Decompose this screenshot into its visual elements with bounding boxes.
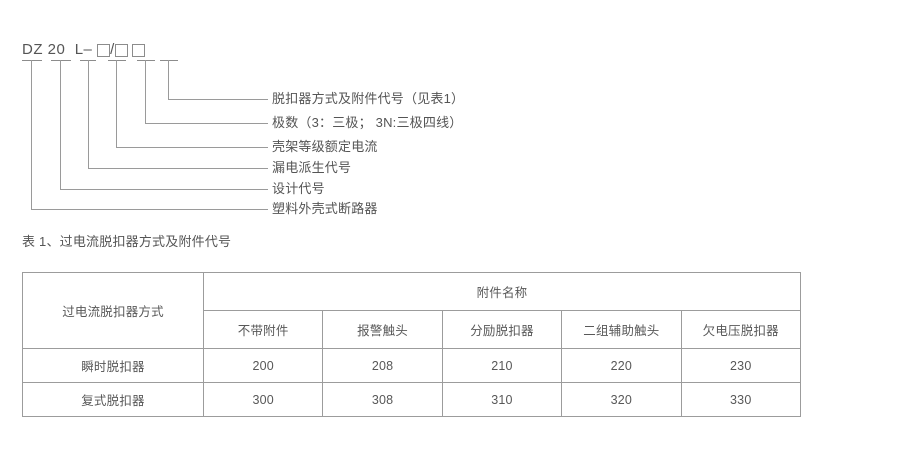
row-0-cell-2: 210 bbox=[441, 348, 563, 383]
row-0-cell-4: 230 bbox=[680, 348, 801, 383]
table-header-col-alarm-contact: 报警触头 bbox=[322, 310, 443, 349]
row-1-cell-0: 300 bbox=[202, 382, 324, 417]
model-designation-diagram: DZ 20 L – / bbox=[0, 0, 900, 225]
leader-run-5 bbox=[145, 123, 268, 124]
leader-run-2 bbox=[60, 189, 268, 190]
row-0-mode: 瞬时脱扣器 bbox=[22, 348, 204, 383]
leader-run-3 bbox=[88, 168, 268, 169]
table-header-mode: 过电流脱扣器方式 bbox=[22, 272, 204, 349]
row-0-cell-3: 220 bbox=[561, 348, 682, 383]
table-header-sub-row: 不带附件 报警触头 分励脱扣器 二组辅助触头 欠电压脱扣器 bbox=[23, 310, 801, 349]
code-gap-2 bbox=[65, 40, 74, 60]
tick-underline-1 bbox=[22, 60, 42, 61]
leader-stem-6 bbox=[168, 60, 169, 99]
leader-label-pole-count: 极数（3：三极； 3N:三极四线） bbox=[272, 115, 463, 130]
leader-label-molded-case-breaker: 塑料外壳式断路器 bbox=[272, 201, 378, 216]
leader-stem-5 bbox=[145, 60, 146, 123]
table-header-col-no-accessory: 不带附件 bbox=[202, 310, 324, 349]
code-segment-dash: – bbox=[83, 41, 93, 58]
code-box-poles bbox=[114, 44, 128, 57]
leader-stem-4 bbox=[116, 60, 117, 147]
table-header-col-undervoltage: 欠电压脱扣器 bbox=[680, 310, 801, 349]
row-1-cell-4: 330 bbox=[680, 382, 801, 417]
code-segment-slash: / bbox=[110, 41, 115, 58]
tick-underline-4 bbox=[108, 60, 126, 61]
leader-label-leakage-derivative: 漏电派生代号 bbox=[272, 160, 352, 175]
code-segment-20: 20 bbox=[47, 41, 66, 58]
leader-label-frame-rated-current: 壳架等级额定电流 bbox=[272, 139, 378, 154]
code-box-extra bbox=[132, 44, 146, 57]
tick-underline-2 bbox=[51, 60, 71, 61]
model-code-string: DZ 20 L – / bbox=[22, 36, 146, 60]
leader-stem-1 bbox=[31, 60, 32, 209]
leader-run-1 bbox=[31, 209, 268, 210]
row-1-cell-1: 308 bbox=[322, 382, 443, 417]
table-header-accessory-name: 附件名称 bbox=[203, 272, 801, 311]
table-row: 复式脱扣器 300 308 310 320 330 bbox=[22, 382, 801, 417]
tick-underline-6 bbox=[160, 60, 178, 61]
row-1-cell-2: 310 bbox=[441, 382, 563, 417]
leader-run-4 bbox=[116, 147, 268, 148]
table-header-col-shunt-release: 分励脱扣器 bbox=[441, 310, 563, 349]
row-0-cell-0: 200 bbox=[202, 348, 324, 383]
leader-label-design-code: 设计代号 bbox=[272, 181, 325, 196]
code-segment-l: L bbox=[74, 41, 84, 58]
leader-run-6 bbox=[168, 99, 268, 100]
leader-stem-2 bbox=[60, 60, 61, 189]
code-box-trip-accessory bbox=[97, 44, 111, 57]
row-1-cell-3: 320 bbox=[561, 382, 682, 417]
row-1-mode: 复式脱扣器 bbox=[22, 382, 204, 417]
table-header-group-row: 过电流脱扣器方式 附件名称 bbox=[22, 272, 801, 349]
leader-label-trip-accessory-code: 脱扣器方式及附件代号（见表1） bbox=[272, 91, 465, 106]
tick-underline-5 bbox=[137, 60, 155, 61]
table-caption: 表 1、过电流脱扣器方式及附件代号 bbox=[22, 234, 232, 249]
table-header-col-aux-contacts: 二组辅助触头 bbox=[561, 310, 682, 349]
leader-stem-3 bbox=[88, 60, 89, 168]
row-0-cell-1: 208 bbox=[322, 348, 443, 383]
table-row: 瞬时脱扣器 200 208 210 220 230 bbox=[22, 348, 801, 383]
accessory-code-table: 过电流脱扣器方式 附件名称 不带附件 报警触头 分励脱扣器 二组辅助触头 欠电压… bbox=[22, 272, 801, 417]
code-segment-dz: DZ bbox=[22, 41, 43, 58]
